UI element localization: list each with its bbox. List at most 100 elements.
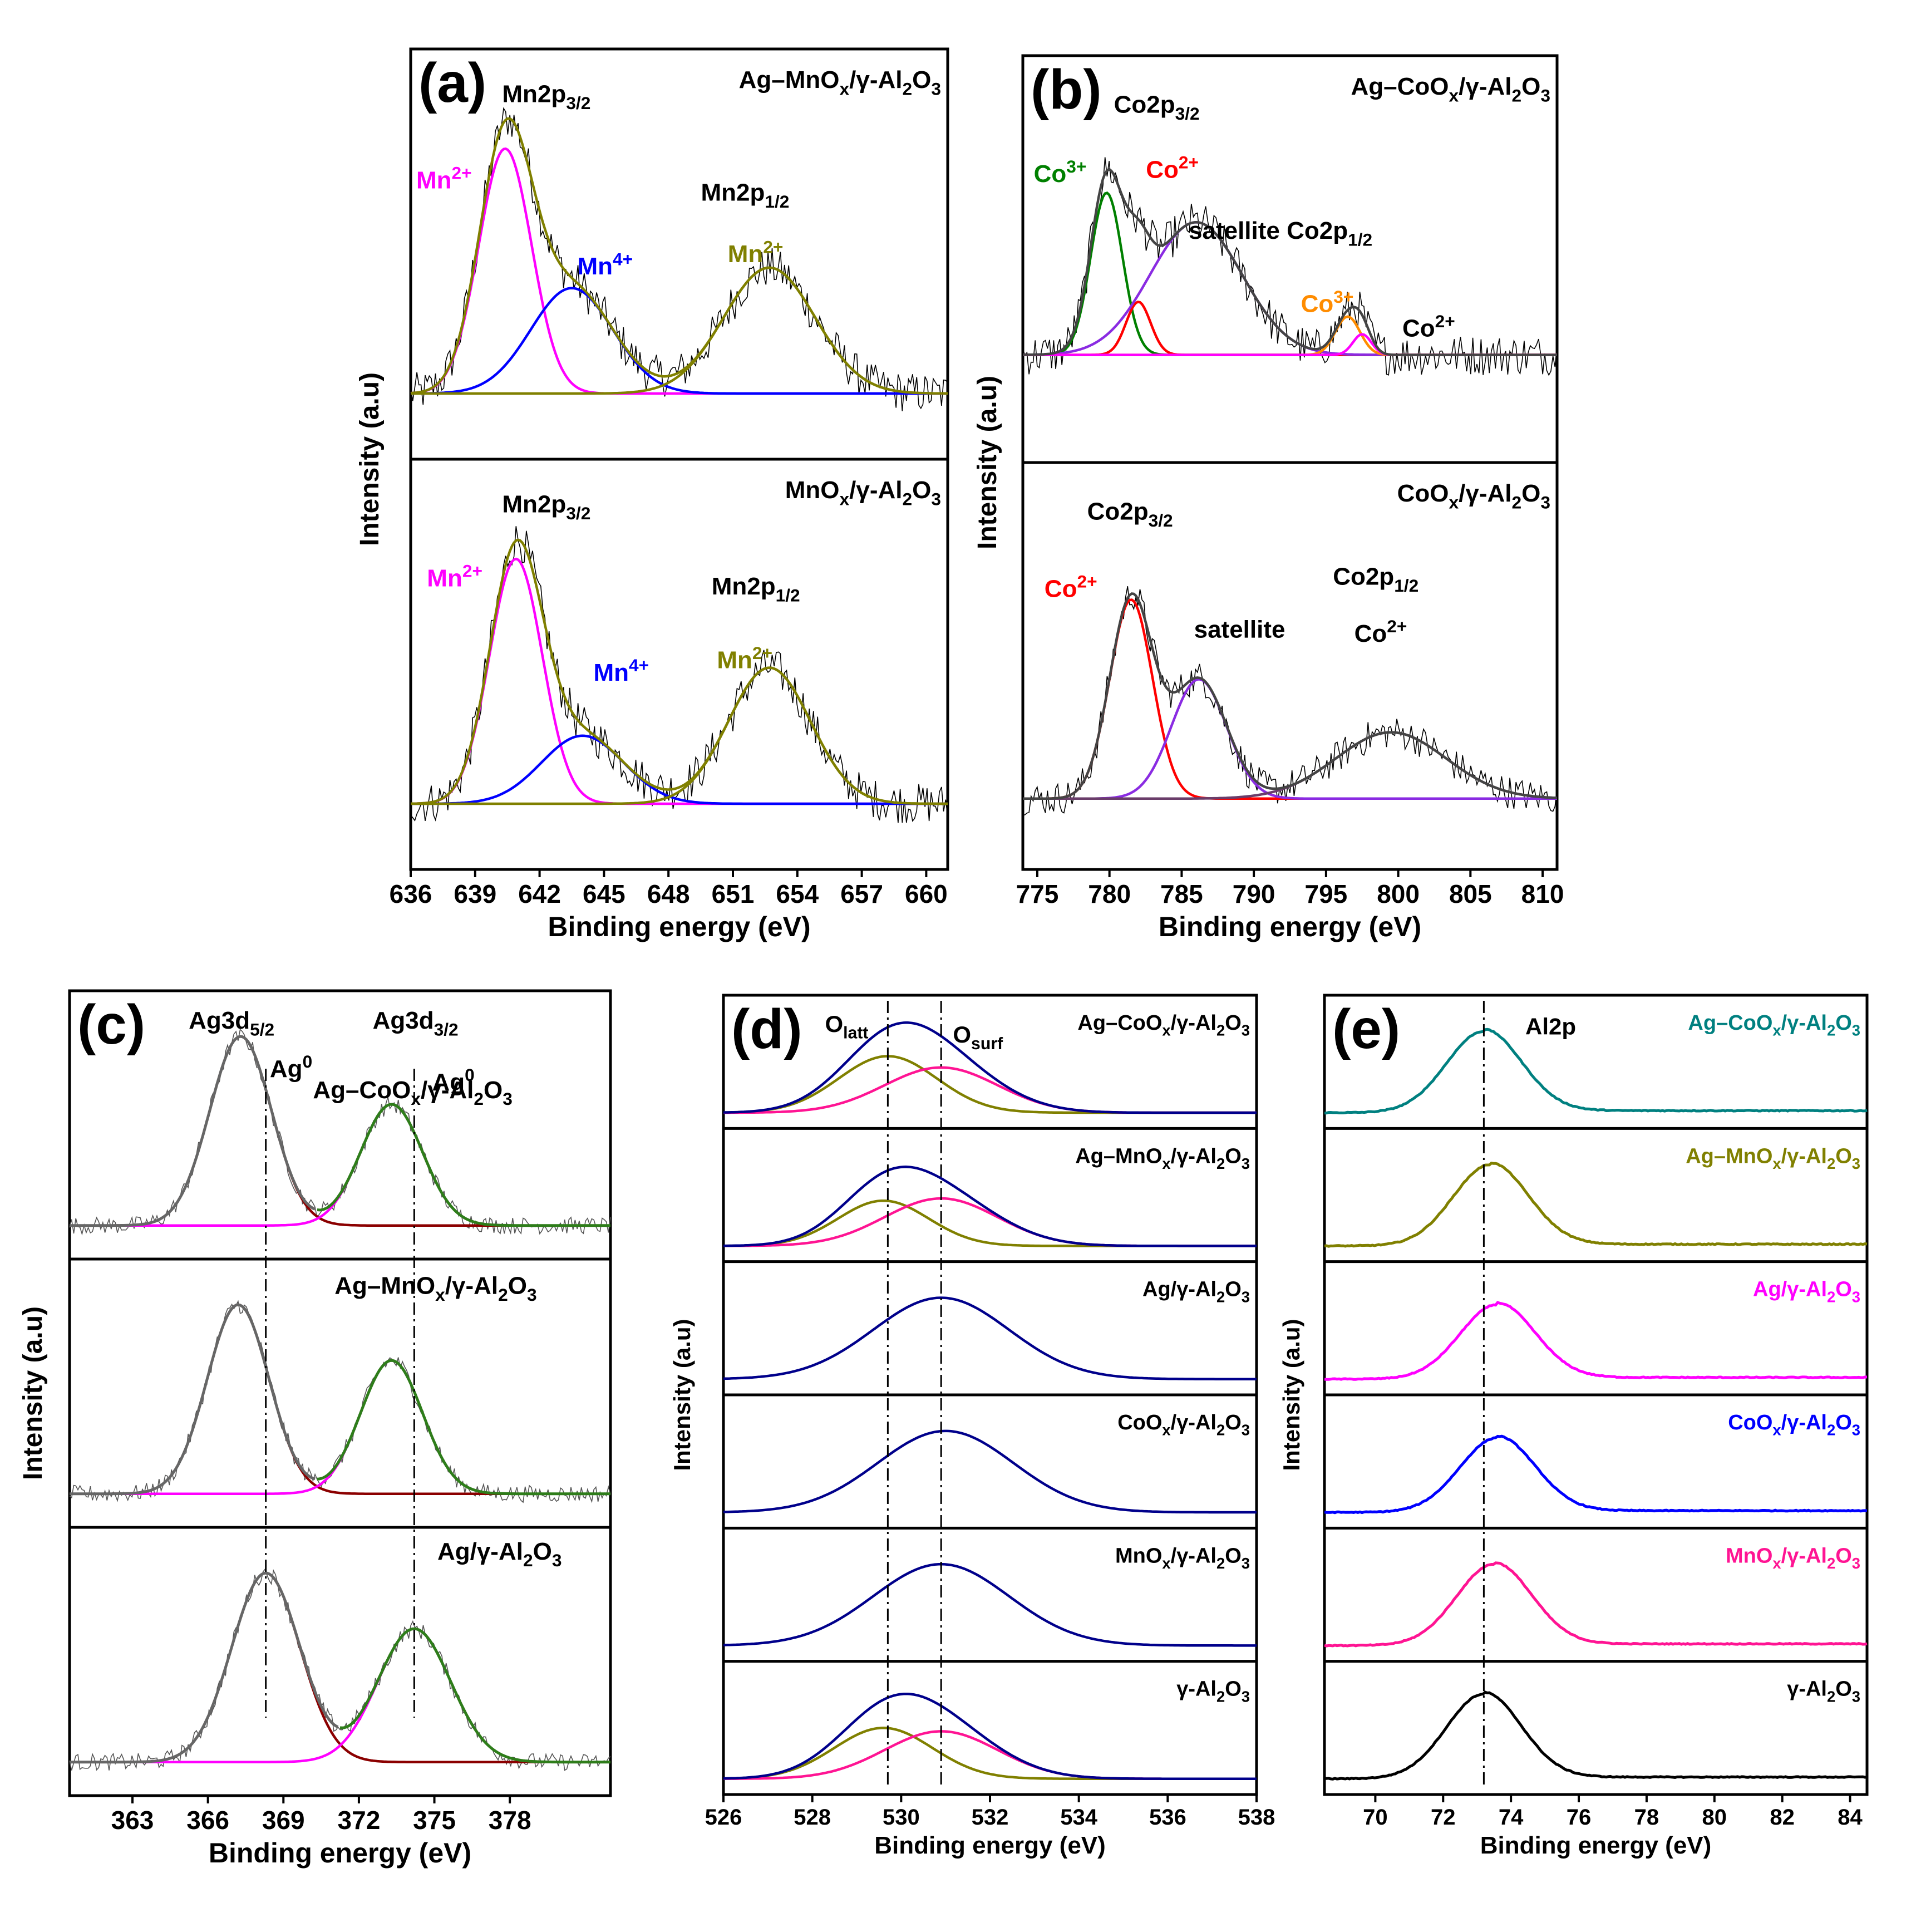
fit-envelope-line [410, 117, 948, 395]
fit-component-mn2-2p3-2- [410, 557, 948, 805]
peak-annotation-part: Mn2p [502, 81, 566, 108]
peak-annotation-part: 3+ [1333, 287, 1353, 307]
peak-annotation-part: satellite [1194, 616, 1285, 643]
peak-annotation: Ag3d5/2​ [189, 1007, 274, 1039]
subplot-e-3: CoOx​/γ-Al2​O3​ [1324, 1393, 1868, 1515]
sample-title: γ-Al2​O3​ [1176, 1678, 1250, 1705]
peak-annotation-part: O [825, 1011, 843, 1037]
sample-title-part: CoO [1117, 1411, 1162, 1434]
x-tick-label: 536 [1149, 1805, 1186, 1830]
sample-title-part: x [1772, 1422, 1781, 1439]
peak-annotation-part: satellite Co2p [1189, 217, 1348, 244]
fit-component-mn2-2p1-2- [411, 666, 948, 805]
sample-title-part: O [1225, 1678, 1242, 1701]
peak-annotation-part: Mn [728, 240, 764, 268]
sample-title: MnOx​/γ-Al2​O3​ [1115, 1544, 1250, 1572]
sample-title: Ag/γ-Al2​O3​ [1142, 1278, 1250, 1306]
sample-title-part: γ-Al [1176, 1678, 1216, 1701]
sample-title-part: x [1162, 1555, 1171, 1572]
raw-spectrum-line [1324, 1690, 1868, 1781]
peak-annotation-part: Mn [717, 647, 752, 674]
sample-title-part: 2 [1216, 1688, 1225, 1705]
sample-title: Ag–MnOx​/γ-Al2​O3​ [739, 66, 941, 99]
peak-annotation-part: Mn [416, 166, 452, 194]
sample-title-part: /γ-Al [445, 1272, 498, 1300]
peak-annotation-part: Ag3d [373, 1007, 434, 1034]
sample-title-part: 3 [552, 1550, 562, 1570]
fit-component-ag0-3d3-2 [70, 1627, 610, 1763]
subplot-c-2: Ag/γ-Al2​O3​ [69, 1526, 611, 1771]
peak-annotation-part: 3+ [1066, 156, 1086, 176]
x-tick-label: 642 [518, 879, 561, 908]
peak-annotation: Co3+​ [1034, 156, 1087, 188]
sample-title: Ag–MnOx​/γ-Al2​O3​ [1686, 1144, 1860, 1172]
sample-title-part: x [840, 489, 850, 509]
x-tick-label: 369 [262, 1806, 305, 1835]
subplot-d-2: Ag/γ-Al2​O3​ [723, 1260, 1257, 1380]
sample-title-part: O [1225, 1544, 1242, 1567]
sample-title: CoOx​/γ-Al2​O3​ [1728, 1411, 1860, 1439]
peak-annotation-part: Mn2p [701, 179, 765, 206]
peak-annotation-part: 2+ [1077, 572, 1097, 592]
x-tick-label: 372 [338, 1806, 381, 1835]
sample-title-part: x [840, 78, 850, 99]
sample-title-part: O [1225, 1278, 1242, 1301]
y-axis-label: Intensity (a.u) [973, 376, 1002, 549]
subplot-e-0: Ag–CoOx​/γ-Al2​O3​ Al2p [1324, 1011, 1868, 1115]
peak-annotation: Mn2p3/2​ [502, 491, 590, 523]
sample-title-part: 3 [527, 1285, 537, 1305]
x-tick-label: 76 [1567, 1805, 1592, 1830]
sample-title-part: /γ-Al [849, 476, 902, 504]
fit-component-ag0-3d3-2 [70, 1103, 610, 1227]
sample-title-part: MnO [1115, 1544, 1162, 1567]
sample-title: CoOx​/γ-Al2​O3​ [1397, 480, 1550, 512]
peak-annotation: Olatt​ [825, 1011, 868, 1043]
sample-title-part: MnO [785, 476, 840, 504]
sample-title-part: O [1835, 1544, 1852, 1567]
sample-title-part: x [1449, 492, 1459, 512]
sample-title-part: x [1162, 1155, 1171, 1172]
sample-title: Ag–CoOx​/γ-Al2​O3​ [1351, 73, 1550, 105]
sample-title-part: 2 [1216, 1288, 1225, 1305]
sample-title-part: /γ-Al [1781, 1011, 1827, 1035]
sample-title-part: Ag/γ-Al [1753, 1278, 1827, 1301]
x-tick-label: 82 [1770, 1805, 1795, 1830]
peak-annotation: Mn2p1/2​ [712, 573, 800, 605]
x-tick-label: 526 [705, 1805, 742, 1830]
subplot-d-3: CoOx​/γ-Al2​O3​ [723, 1393, 1257, 1514]
sample-title: Ag–MnOx​/γ-Al2​O3​ [1075, 1144, 1250, 1172]
sample-title-part: x [1772, 1022, 1781, 1039]
sample-title-part: O [912, 476, 931, 504]
peak-annotation-part: Mn [427, 564, 462, 592]
fit-envelope-line [723, 1021, 1257, 1114]
subplot-e-4: MnOx​/γ-Al2​O3​ [1324, 1526, 1868, 1648]
sample-title-part: 2 [498, 1285, 508, 1305]
peak-annotation-part: 3/2 [1175, 104, 1200, 124]
sample-title: Ag/γ-Al2​O3​ [1753, 1278, 1860, 1306]
peak-annotation: Ag3d3/2​ [373, 1007, 459, 1039]
peak-annotation-part: O [953, 1021, 971, 1048]
sample-title-part: 2 [1216, 1155, 1225, 1172]
sample-title-part: O [1225, 1011, 1242, 1035]
subplot-d-1: Ag–MnOx​/γ-Al2​O3​ [723, 1127, 1257, 1247]
peak-annotation-part: 1/2 [765, 191, 789, 212]
fit-component-o1s [723, 1429, 1257, 1514]
peak-annotation-part: Co [1301, 291, 1334, 318]
x-tick-label: 534 [1060, 1805, 1097, 1830]
x-tick-label: 795 [1304, 879, 1347, 908]
peak-annotation: Mn2+​ [717, 643, 772, 674]
y-axis-label: Intensity (a.u) [1278, 1319, 1304, 1471]
peak-annotation-part: Mn [593, 659, 629, 686]
sample-title-part: /γ-Al [421, 1076, 474, 1104]
panel-letter: (a) [418, 52, 486, 114]
peak-annotation-part: 0 [465, 1065, 475, 1085]
panel-c: Ag–CoOx​/γ-Al2​O3​Ag3d5/2​Ag3d3/2​Ag0​Ag… [18, 989, 612, 1869]
peak-annotation-part: Co [1402, 315, 1435, 342]
fit-envelope-line [723, 1692, 1257, 1780]
peak-annotation: Co2+​ [1402, 311, 1455, 342]
fit-envelope-line [339, 1627, 610, 1764]
sample-title-part: 2 [1216, 1555, 1225, 1572]
fit-component-osurf [723, 1730, 1257, 1780]
fit-component-o1s [723, 1562, 1257, 1647]
panel-letter: (b) [1031, 58, 1102, 121]
